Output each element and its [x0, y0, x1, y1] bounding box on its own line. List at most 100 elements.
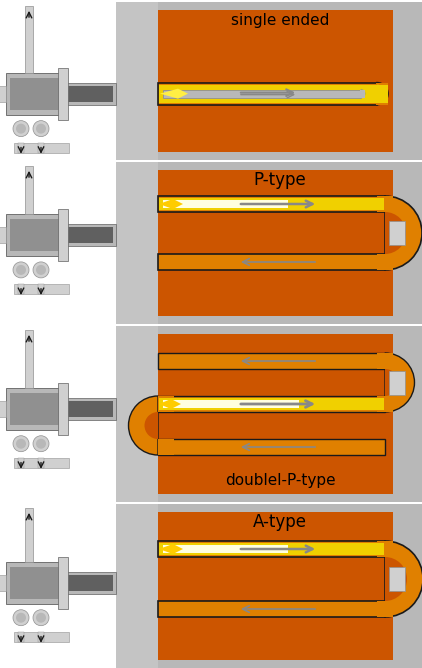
Wedge shape — [385, 369, 398, 396]
Bar — [14, 284, 69, 294]
Bar — [158, 396, 385, 412]
Bar — [6, 214, 64, 256]
Bar — [376, 85, 388, 103]
Bar — [159, 198, 384, 210]
Bar — [116, 2, 158, 160]
Bar — [0, 326, 422, 502]
Bar — [158, 2, 422, 160]
Wedge shape — [385, 196, 422, 270]
Text: single ended: single ended — [231, 13, 329, 27]
Circle shape — [33, 262, 49, 278]
Wedge shape — [385, 541, 422, 617]
Bar — [158, 504, 422, 512]
Circle shape — [33, 436, 49, 452]
Bar — [64, 83, 116, 105]
Bar — [158, 316, 422, 324]
Bar — [64, 572, 116, 594]
Bar — [163, 200, 288, 208]
Bar — [158, 254, 385, 270]
Bar — [158, 353, 385, 369]
Text: doublel-P-type: doublel-P-type — [225, 472, 335, 488]
Bar — [158, 2, 422, 10]
Bar — [58, 556, 68, 609]
Bar — [360, 90, 365, 98]
Circle shape — [13, 436, 29, 452]
Text: A-type: A-type — [253, 513, 307, 531]
Bar — [58, 383, 68, 435]
Bar — [389, 371, 405, 395]
Bar — [118, 504, 158, 668]
Bar — [25, 330, 33, 387]
Bar — [14, 632, 69, 642]
Wedge shape — [144, 412, 158, 439]
Bar — [18, 632, 24, 642]
Bar — [38, 458, 44, 468]
Bar — [118, 2, 158, 160]
Bar — [159, 85, 376, 103]
Circle shape — [13, 121, 29, 137]
Bar — [18, 284, 24, 294]
Bar — [158, 162, 422, 324]
Bar — [377, 254, 393, 270]
Bar — [158, 494, 422, 502]
Bar — [118, 162, 158, 324]
Bar — [38, 143, 44, 153]
Wedge shape — [129, 396, 158, 455]
Circle shape — [16, 124, 26, 134]
Bar — [6, 562, 64, 604]
Bar — [116, 504, 158, 668]
Bar — [10, 77, 60, 110]
Bar — [64, 397, 116, 420]
Circle shape — [33, 121, 49, 137]
Bar — [14, 143, 69, 153]
Circle shape — [16, 265, 26, 275]
Bar — [14, 458, 69, 468]
Bar — [377, 196, 393, 212]
Circle shape — [13, 610, 29, 626]
Bar — [174, 369, 369, 396]
Bar — [158, 83, 377, 105]
Bar — [6, 387, 64, 430]
Circle shape — [16, 613, 26, 623]
Bar — [116, 162, 158, 324]
Circle shape — [36, 265, 46, 275]
Bar — [10, 393, 60, 425]
Bar — [159, 543, 384, 555]
Bar — [116, 2, 158, 160]
Wedge shape — [377, 83, 388, 105]
Circle shape — [36, 439, 46, 449]
Bar — [158, 196, 385, 212]
Bar — [158, 162, 422, 170]
Bar — [67, 86, 113, 102]
Bar — [377, 601, 393, 617]
Circle shape — [16, 439, 26, 449]
Bar — [67, 227, 113, 243]
Bar — [0, 574, 6, 591]
Bar — [377, 353, 393, 369]
Bar — [163, 90, 361, 98]
Bar — [0, 504, 422, 668]
Bar — [18, 143, 24, 153]
Bar — [158, 326, 422, 502]
Text: P-type: P-type — [254, 171, 306, 189]
Bar — [116, 326, 158, 502]
Bar — [67, 574, 113, 591]
Polygon shape — [159, 399, 181, 409]
Bar — [158, 601, 385, 617]
Wedge shape — [377, 85, 386, 103]
Bar — [64, 224, 116, 246]
Bar — [158, 439, 385, 455]
Polygon shape — [160, 89, 188, 99]
Bar — [376, 83, 388, 105]
Wedge shape — [361, 90, 365, 98]
Bar — [377, 541, 393, 557]
Wedge shape — [385, 557, 407, 601]
Bar — [38, 284, 44, 294]
Wedge shape — [385, 353, 414, 412]
Bar — [158, 326, 422, 334]
Bar — [38, 632, 44, 642]
Bar — [393, 334, 422, 494]
Bar — [67, 401, 113, 417]
Bar — [377, 396, 393, 412]
Bar — [118, 326, 158, 502]
